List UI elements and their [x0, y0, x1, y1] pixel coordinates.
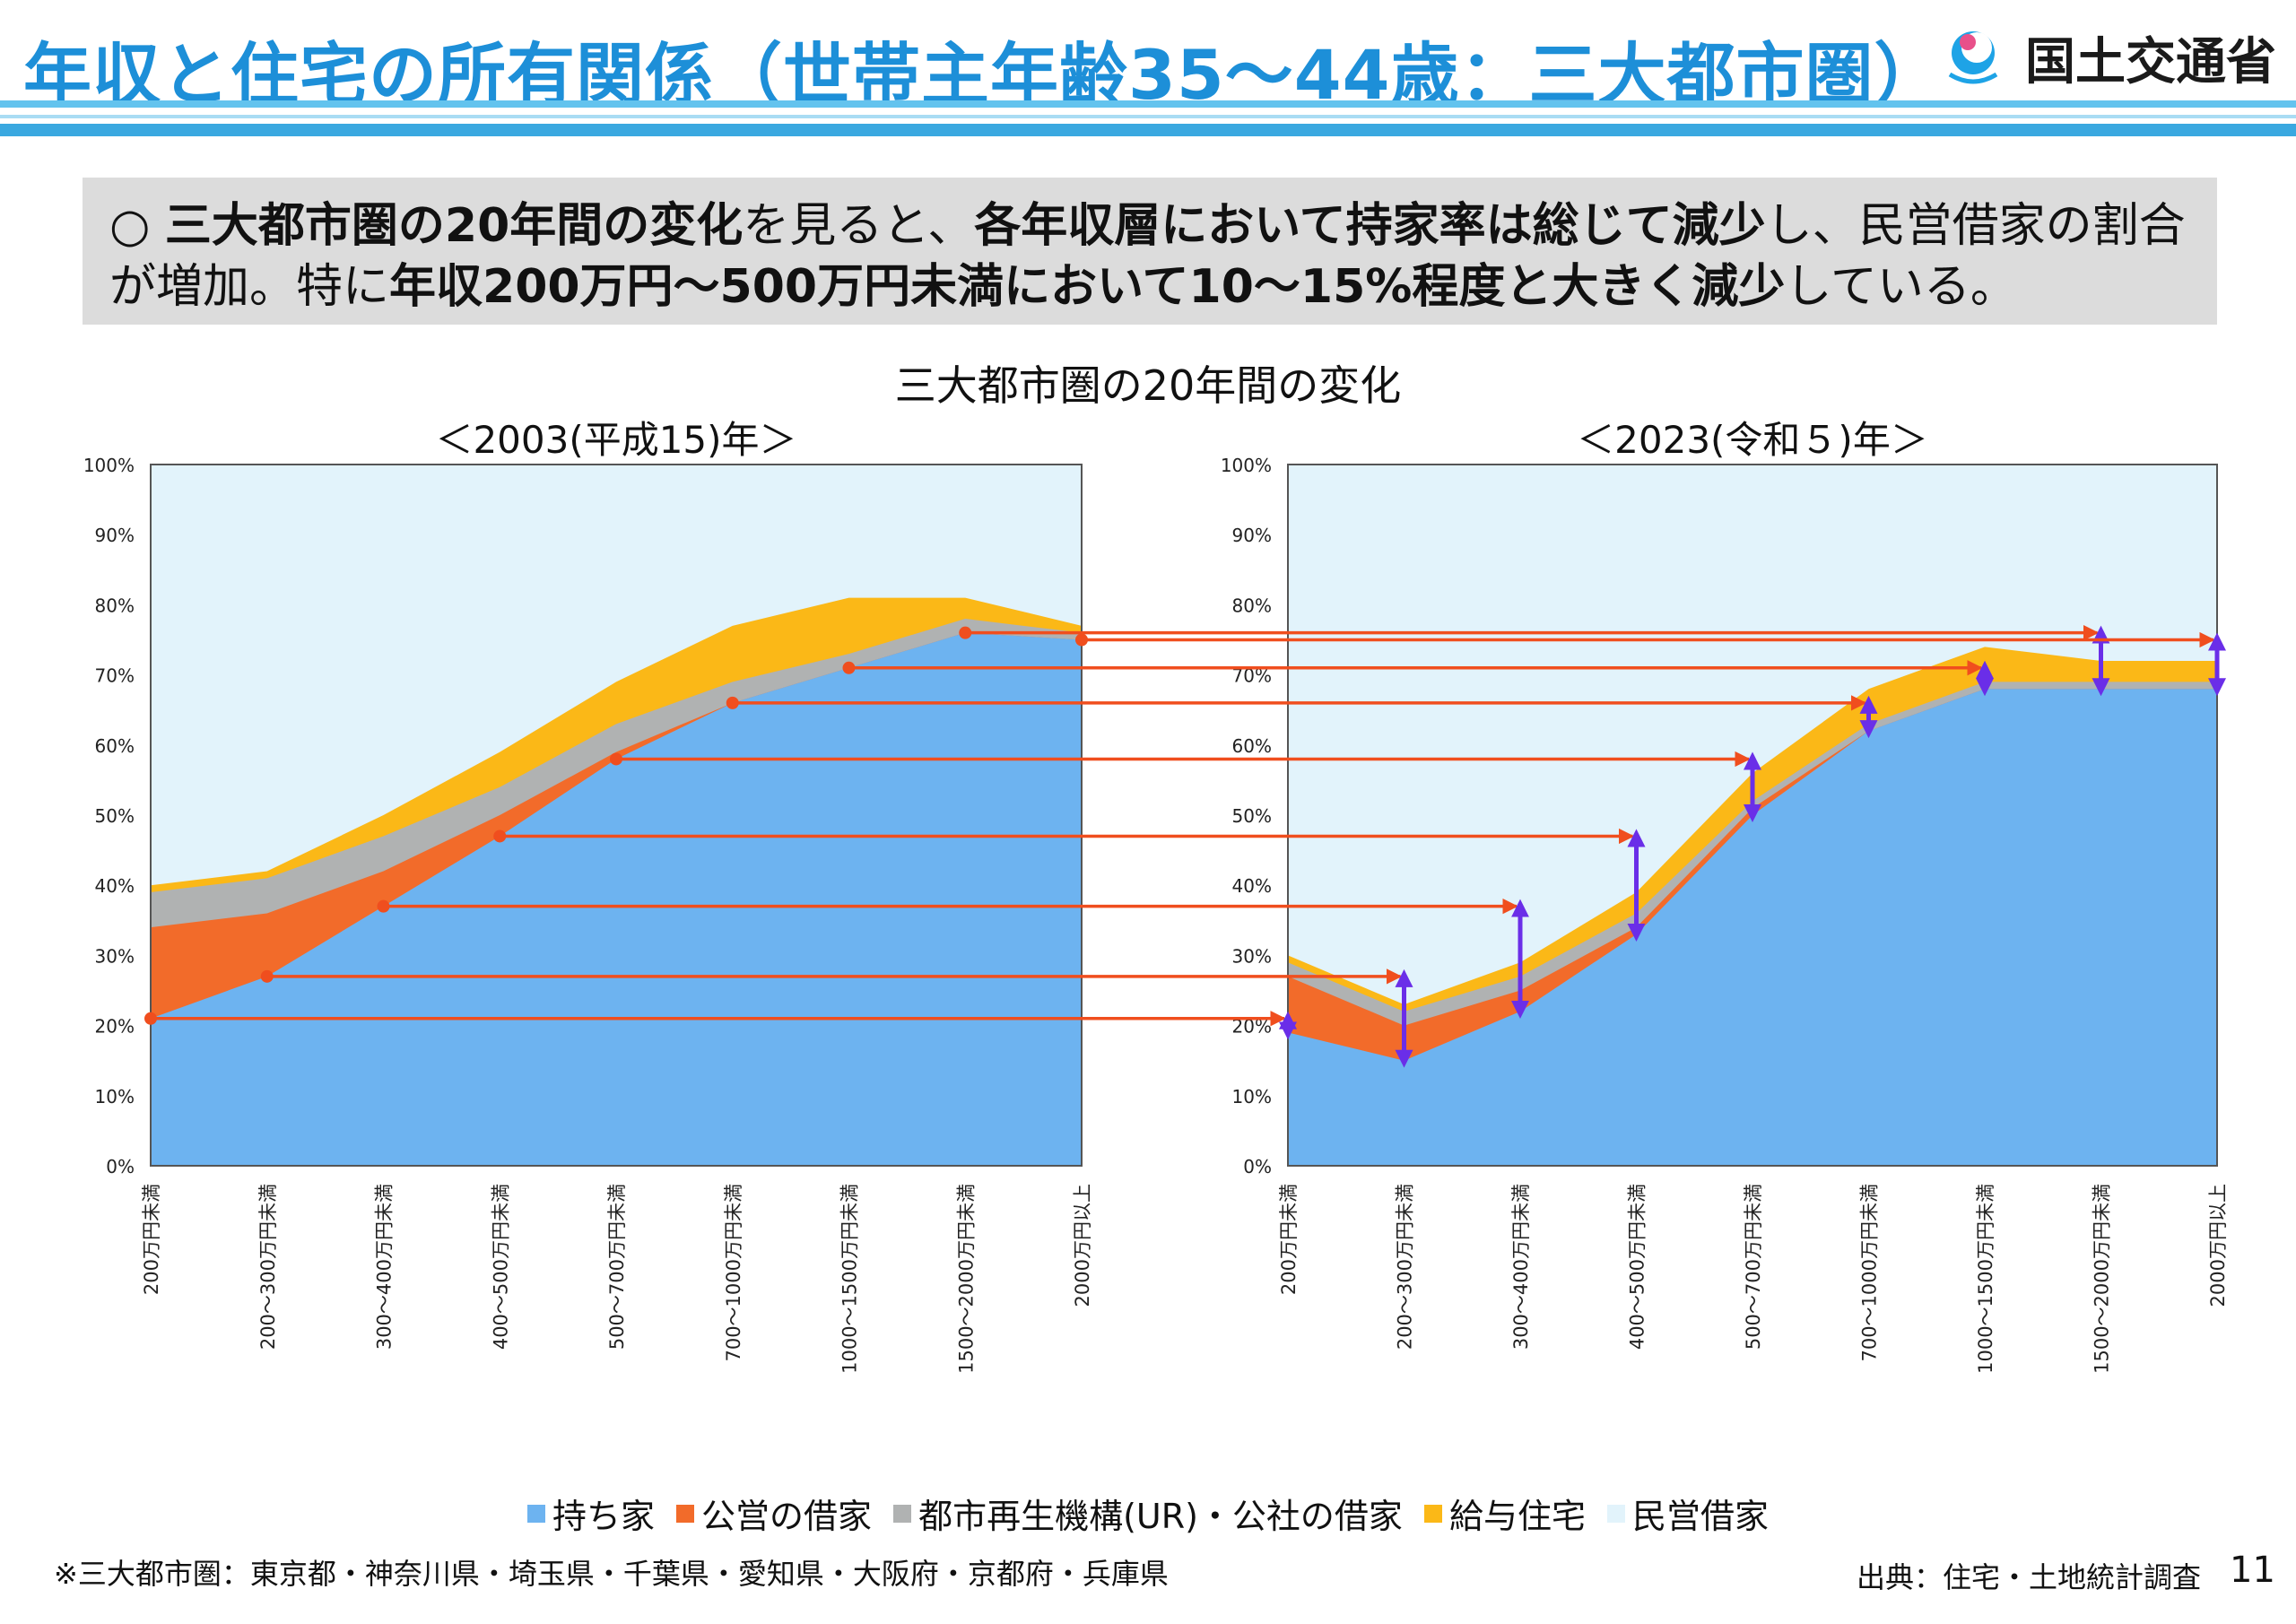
summary-box: ○ 三大都市圏の20年間の変化を見ると、各年収層において持家率は総じて減少し、民…: [83, 178, 2217, 325]
x-tick-label: 1000～1500万円未満: [1975, 1184, 1996, 1374]
legend-label: 給与住宅: [1448, 1497, 1586, 1536]
x-tick-label: 1000～1500万円未満: [839, 1184, 861, 1374]
y-tick-label: 30%: [95, 945, 135, 967]
x-tick-label: 700～1000万円未満: [723, 1184, 744, 1362]
title-rule: [0, 100, 2296, 108]
y-tick-label: 50%: [1232, 805, 1272, 827]
x-tick-label: 500～700万円未満: [606, 1184, 628, 1350]
y-tick-label: 0%: [106, 1156, 135, 1177]
legend-label: 持ち家: [552, 1497, 656, 1536]
x-tick-label: 2000万円以上: [2207, 1184, 2229, 1307]
chart-2003: 0% 10% 20% 30% 40% 50% 60% 70% 80% 90% 100% 200万円未満…: [83, 418, 1093, 1374]
x-tick-label: 1500～2000万円未満: [955, 1184, 977, 1374]
y-tick-label: 10%: [95, 1086, 135, 1107]
y-tick-label: 80%: [1232, 595, 1272, 616]
comparison-arrows: [144, 624, 2226, 1068]
legend-swatch: [676, 1504, 695, 1523]
y-tick-label: 10%: [1232, 1086, 1272, 1107]
x-tick-label: 300～400万円未満: [1510, 1184, 1532, 1350]
x-tick-label: 700～1000万円未満: [1859, 1184, 1881, 1362]
y-tick-label: 30%: [1232, 945, 1272, 967]
y-tick-label: 20%: [95, 1016, 135, 1038]
summary-run: を見ると、: [743, 199, 975, 253]
x-tick-label: 200～300万円未満: [1395, 1184, 1416, 1350]
x-tick-label: 200万円未満: [141, 1184, 162, 1295]
x-tick-label: 300～400万円未満: [374, 1184, 396, 1350]
ministry-name: 国土交通省: [2025, 33, 2276, 91]
panel-title: 三大都市圏の20年間の変化: [894, 361, 1402, 410]
summary-run: 年収200万円～500万円未満において10～15%程度と大きく減少: [389, 260, 1786, 314]
y-tick-label: 70%: [95, 665, 135, 687]
y-tick-label: 100%: [83, 455, 135, 476]
plot-frame: [1287, 464, 2218, 1167]
title-rule-thick: [0, 124, 2296, 136]
chart-title: ＜2023(令和５)年＞: [1577, 418, 1928, 462]
page-number: 11: [2230, 1550, 2275, 1591]
y-tick-label: 60%: [1232, 735, 1272, 757]
summary-run: 三大都市圏の20年間の変化: [164, 199, 744, 253]
x-tick-label: 200万円未満: [1278, 1184, 1300, 1295]
legend-item: 持ち家: [527, 1489, 655, 1538]
y-tick-label: 60%: [95, 735, 135, 757]
x-tick-label: 400～500万円未満: [1627, 1184, 1648, 1350]
legend-swatch: [527, 1504, 546, 1523]
summary-run: し、民営借家の割合が増加。特に: [109, 199, 2186, 314]
title-rule-thin: [0, 115, 2296, 118]
x-tick-label: 200～300万円未満: [257, 1184, 279, 1350]
plot-frame: [150, 464, 1083, 1167]
footnote: ※三大都市圏：東京都・神奈川県・埼玉県・千葉県・愛知県・大阪府・京都府・兵庫県: [54, 1557, 1169, 1591]
y-tick-label: 90%: [1232, 525, 1272, 546]
legend-label: 民営借家: [1631, 1497, 1769, 1536]
legend-item: 給与住宅: [1423, 1489, 1586, 1538]
legend-label: 都市再生機構(UR)・公社の借家: [918, 1497, 1403, 1536]
legend-item: 都市再生機構(UR)・公社の借家: [893, 1489, 1403, 1538]
summary-run: している。: [1785, 260, 2017, 314]
summary-run: 各年収層において持家率は総じて減少: [974, 199, 1766, 253]
legend-swatch: [1423, 1504, 1442, 1523]
x-tick-label: 1500～2000万円未満: [2092, 1184, 2113, 1374]
y-tick-label: 50%: [95, 805, 135, 827]
legend-swatch: [1606, 1504, 1625, 1523]
x-tick-label: 500～700万円未満: [1743, 1184, 1764, 1350]
area-owned: [151, 632, 1082, 1166]
y-tick-label: 100%: [1221, 455, 1272, 476]
y-tick-label: 90%: [95, 525, 135, 546]
area-owned: [1288, 689, 2217, 1166]
y-tick-label: 40%: [1232, 875, 1272, 897]
legend-item: 公営の借家: [676, 1489, 872, 1538]
legend: 持ち家 公営の借家 都市再生機構(UR)・公社の借家 給与住宅 民営借家: [0, 1489, 2296, 1538]
summary-bullet: ○: [109, 199, 151, 253]
legend-label: 公営の借家: [701, 1497, 873, 1536]
legend-item: 民営借家: [1606, 1489, 1769, 1538]
mlit-logo-icon: [1948, 30, 1998, 83]
y-tick-label: 0%: [1243, 1156, 1272, 1177]
y-tick-label: 40%: [95, 875, 135, 897]
ministry-brand: 国土交通省: [1937, 22, 2276, 94]
source-note: 出典：住宅・土地統計調査: [1857, 1560, 2202, 1594]
x-tick-label: 400～500万円未満: [490, 1184, 511, 1350]
legend-swatch: [893, 1504, 912, 1523]
chart-title: ＜2003(平成15)年＞: [435, 418, 796, 462]
x-tick-label: 2000万円以上: [1072, 1184, 1093, 1307]
y-tick-label: 80%: [95, 595, 135, 616]
summary-text: ○ 三大都市圏の20年間の変化を見ると、各年収層において持家率は総じて減少し、民…: [109, 195, 2190, 317]
chart-2023: 0%10%20%30%40%50%60%70%80%90%100%200万円未満…: [1221, 418, 2229, 1374]
